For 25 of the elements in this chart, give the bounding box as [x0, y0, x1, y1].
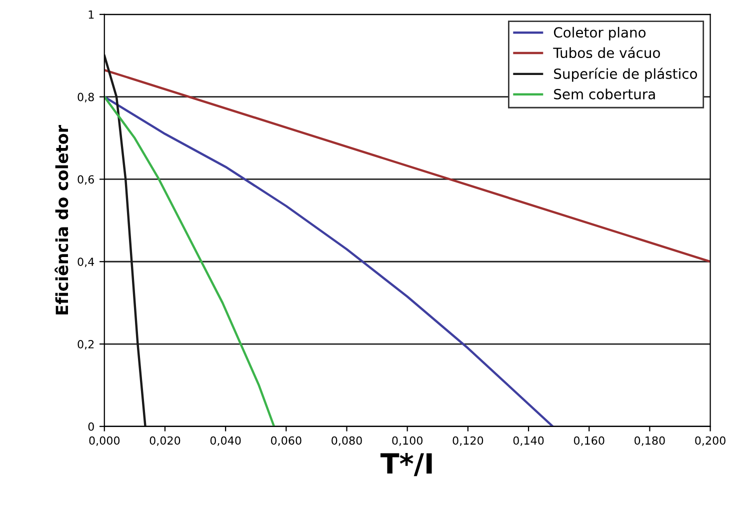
line-series	[104, 96, 276, 426]
legend-label: Superície de plástico	[554, 68, 698, 82]
legend-label: Tubos de vácuo	[553, 46, 660, 58]
y-tick-label: 0	[88, 422, 94, 431]
x-tick-label: 0,140	[513, 436, 544, 446]
x-tick-label: 0,180	[634, 436, 665, 446]
y-tick-label: 0,6	[78, 175, 94, 185]
line-series	[104, 96, 554, 426]
y-tick-label: 0,2	[78, 340, 94, 350]
x-tick-label: 0,060	[270, 436, 302, 446]
legend-label: Coletor plano	[554, 26, 646, 40]
x-tick-label: 0,200	[695, 436, 726, 446]
x-tick-label: 0,120	[452, 436, 484, 446]
x-tick-label: 0,020	[150, 436, 180, 446]
y-tick-label: 1	[88, 10, 94, 19]
legend-label: Sem cobertura	[554, 88, 655, 100]
y-tick-label: 0,4	[78, 258, 94, 268]
x-tick-label: 0,080	[332, 436, 362, 446]
x-tick-label: 0,000	[89, 436, 120, 446]
x-tick-label: 0,100	[392, 436, 423, 446]
y-axis-title: Eficiência do coletor	[54, 125, 68, 314]
y-tick-label: 0,8	[78, 92, 94, 102]
x-axis-title: T*/I	[380, 452, 432, 476]
x-tick-label: 0,040	[210, 436, 241, 446]
x-tick-label: 0,160	[574, 436, 604, 446]
